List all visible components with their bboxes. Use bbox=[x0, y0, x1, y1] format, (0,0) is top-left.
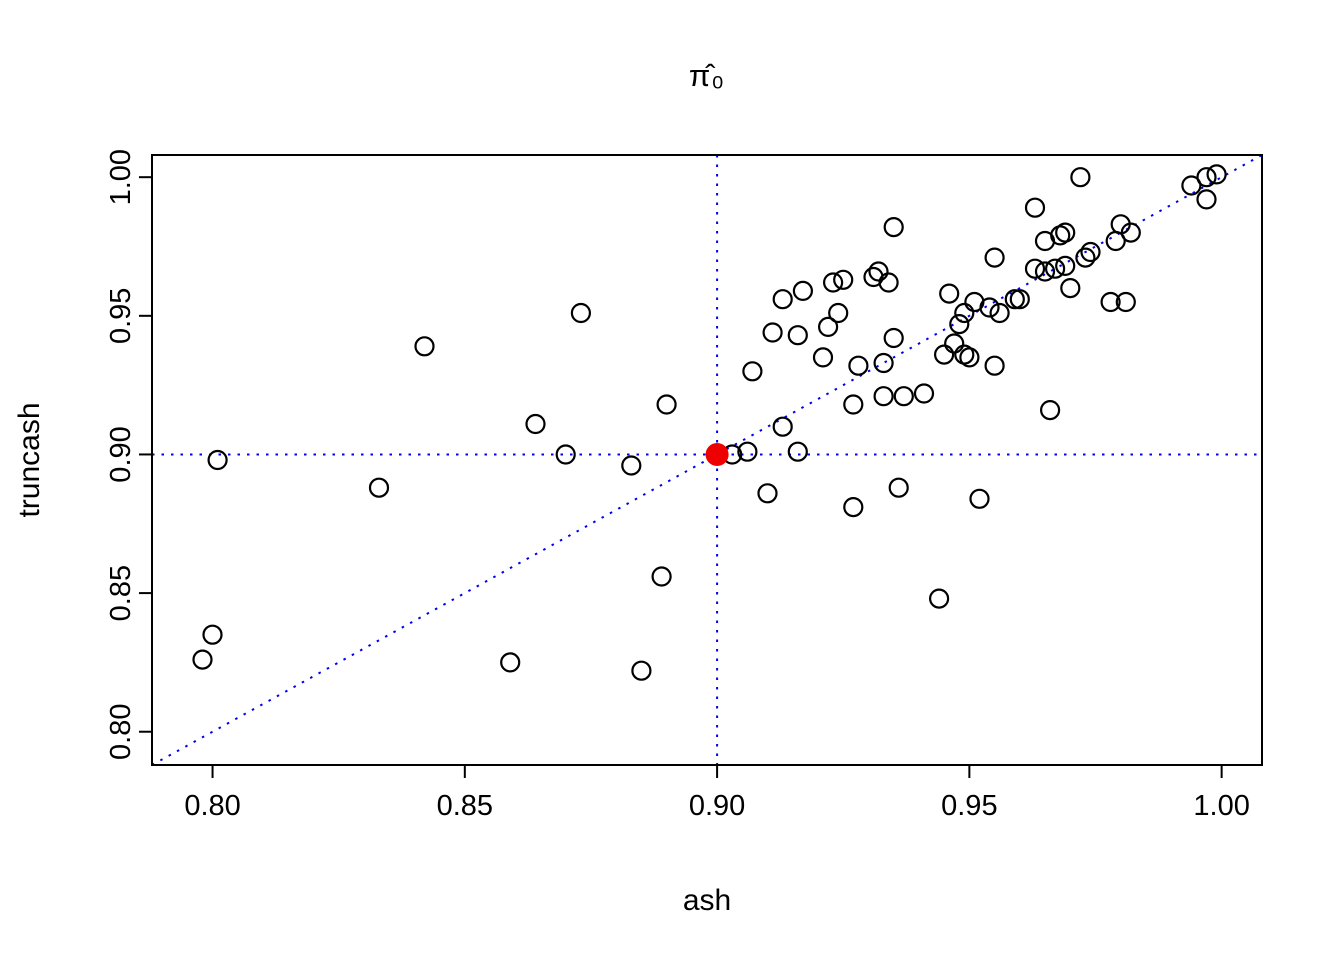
x-tick-label: 1.00 bbox=[1193, 790, 1249, 822]
highlight-point bbox=[705, 442, 729, 466]
data-point bbox=[1080, 241, 1101, 263]
data-point bbox=[772, 289, 793, 310]
data-point bbox=[959, 347, 980, 368]
data-point bbox=[933, 344, 955, 365]
data-point bbox=[368, 477, 390, 498]
data-point bbox=[984, 247, 1005, 268]
data-point bbox=[868, 261, 889, 282]
data-point bbox=[757, 483, 778, 504]
x-tick-label: 0.85 bbox=[437, 790, 493, 822]
data-point bbox=[772, 416, 793, 437]
data-point bbox=[656, 394, 677, 415]
data-point bbox=[1009, 289, 1030, 310]
data-point bbox=[414, 336, 435, 357]
data-point bbox=[742, 361, 763, 382]
data-point bbox=[1024, 258, 1046, 279]
data-point bbox=[1181, 175, 1202, 196]
y-tick-label: 1.00 bbox=[105, 149, 137, 205]
data-point bbox=[1055, 222, 1076, 243]
data-point bbox=[1044, 258, 1066, 279]
data-point bbox=[939, 283, 960, 304]
data-point bbox=[737, 441, 758, 462]
data-point bbox=[944, 333, 965, 354]
x-tick-label: 0.80 bbox=[184, 790, 240, 822]
y-tick-label: 0.95 bbox=[105, 288, 137, 344]
data-point bbox=[822, 272, 844, 293]
data-point bbox=[883, 327, 904, 349]
data-point bbox=[883, 217, 904, 238]
data-point bbox=[1100, 291, 1121, 313]
x-axis-label: ash bbox=[682, 884, 732, 917]
data-point bbox=[631, 660, 652, 681]
data-point bbox=[812, 347, 834, 368]
data-point bbox=[913, 383, 935, 404]
data-point bbox=[949, 314, 970, 335]
data-point bbox=[1070, 167, 1091, 188]
data-point bbox=[843, 497, 864, 518]
data-point bbox=[893, 386, 914, 407]
y-tick-label: 0.80 bbox=[105, 704, 137, 760]
data-point bbox=[1206, 164, 1227, 185]
data-point bbox=[621, 455, 642, 476]
data-point bbox=[555, 444, 576, 465]
data-point bbox=[570, 302, 592, 324]
data-point bbox=[1034, 261, 1056, 282]
data-point bbox=[1060, 278, 1081, 299]
x-tick-label: 0.90 bbox=[689, 790, 745, 822]
plot-border bbox=[151, 154, 1263, 766]
data-point bbox=[1075, 247, 1096, 268]
data-point bbox=[954, 302, 975, 324]
data-point bbox=[1196, 189, 1217, 210]
data-point bbox=[500, 652, 521, 673]
data-point bbox=[1120, 222, 1141, 243]
y-tick-label: 0.90 bbox=[105, 426, 137, 482]
data-point bbox=[828, 302, 849, 324]
data-point bbox=[873, 386, 894, 407]
data-point bbox=[979, 297, 1000, 318]
diagonal-reference-line bbox=[151, 154, 1263, 766]
data-point bbox=[202, 624, 223, 645]
data-point bbox=[207, 449, 228, 471]
data-point bbox=[843, 394, 864, 415]
data-point bbox=[989, 302, 1010, 324]
x-tick-label: 0.95 bbox=[941, 790, 997, 822]
data-point bbox=[1024, 197, 1046, 218]
data-point bbox=[848, 355, 869, 376]
data-point bbox=[651, 566, 672, 587]
data-point bbox=[1004, 289, 1025, 310]
data-point bbox=[833, 269, 854, 290]
data-point bbox=[888, 477, 909, 498]
data-point bbox=[762, 322, 783, 343]
data-point bbox=[928, 588, 950, 609]
data-point bbox=[984, 355, 1005, 376]
data-point bbox=[873, 352, 894, 374]
data-point bbox=[1115, 291, 1136, 313]
chart-title: π̂₀ bbox=[688, 58, 726, 93]
data-point bbox=[1039, 400, 1061, 421]
data-point bbox=[1196, 167, 1217, 188]
data-point bbox=[969, 488, 990, 509]
data-point bbox=[787, 325, 808, 346]
y-axis-label: truncash bbox=[13, 402, 46, 518]
data-point bbox=[525, 413, 546, 435]
data-point bbox=[817, 316, 839, 337]
data-point bbox=[192, 649, 213, 670]
data-point bbox=[878, 272, 899, 293]
data-point bbox=[1055, 255, 1076, 276]
y-tick-label: 0.85 bbox=[105, 565, 137, 621]
data-point bbox=[792, 280, 814, 301]
data-point bbox=[787, 441, 808, 462]
